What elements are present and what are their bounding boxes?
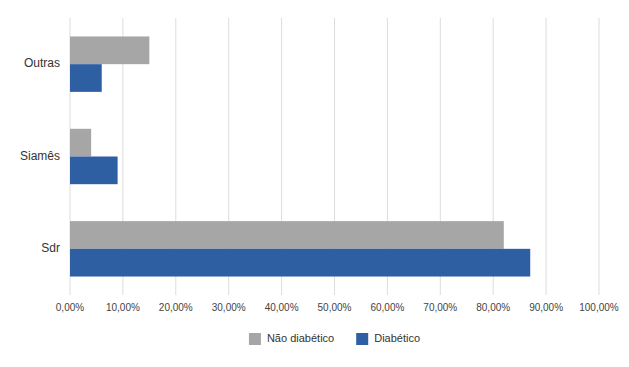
legend-label: Não diabético [267, 332, 334, 344]
series [70, 64, 530, 276]
page: {"chart_data": {"type": "bar", "orientat… [0, 0, 629, 367]
x-tick-label: 40,00% [265, 302, 299, 313]
bars [70, 36, 530, 276]
series [70, 36, 504, 248]
chart: 0,00% 10,00% 20,00% 30,00% 40,00% 50,00% 60,00… [0, 0, 629, 367]
x-tick-label: 10,00% [106, 302, 140, 313]
grid-line [546, 18, 547, 295]
y-tick-label: Sdr [41, 241, 60, 255]
bar [70, 157, 118, 185]
legend-item: Não diabético [249, 332, 334, 345]
x-tick-label: 80,00% [476, 302, 510, 313]
legend-swatch [356, 333, 368, 345]
bar [70, 249, 530, 277]
x-axis: 0,00% 10,00% 20,00% 30,00% 40,00% 50,00% 60,00… [56, 302, 619, 313]
x-tick-label: 60,00% [370, 302, 404, 313]
bar [70, 129, 91, 157]
x-tick-label: 90,00% [529, 302, 563, 313]
bar [70, 221, 504, 249]
y-tick-label: Siamês [20, 149, 60, 163]
grid [70, 18, 599, 295]
x-tick-label: 30,00% [212, 302, 246, 313]
legend: Não diabético Diabético [249, 332, 420, 345]
bar [70, 36, 149, 64]
y-axis: Sdr Siamês Outras [20, 56, 60, 255]
x-tick-label: 20,00% [159, 302, 193, 313]
x-tick-label: 0,00% [56, 302, 84, 313]
x-tick-label: 70,00% [423, 302, 457, 313]
legend-label: Diabético [374, 332, 420, 344]
legend-item: Diabético [356, 332, 420, 345]
legend-swatch [249, 333, 261, 345]
x-tick-label: 100,00% [579, 302, 619, 313]
x-tick-label: 50,00% [318, 302, 352, 313]
bar [70, 64, 102, 92]
y-tick-label: Outras [24, 56, 60, 70]
grid-line [599, 18, 600, 295]
